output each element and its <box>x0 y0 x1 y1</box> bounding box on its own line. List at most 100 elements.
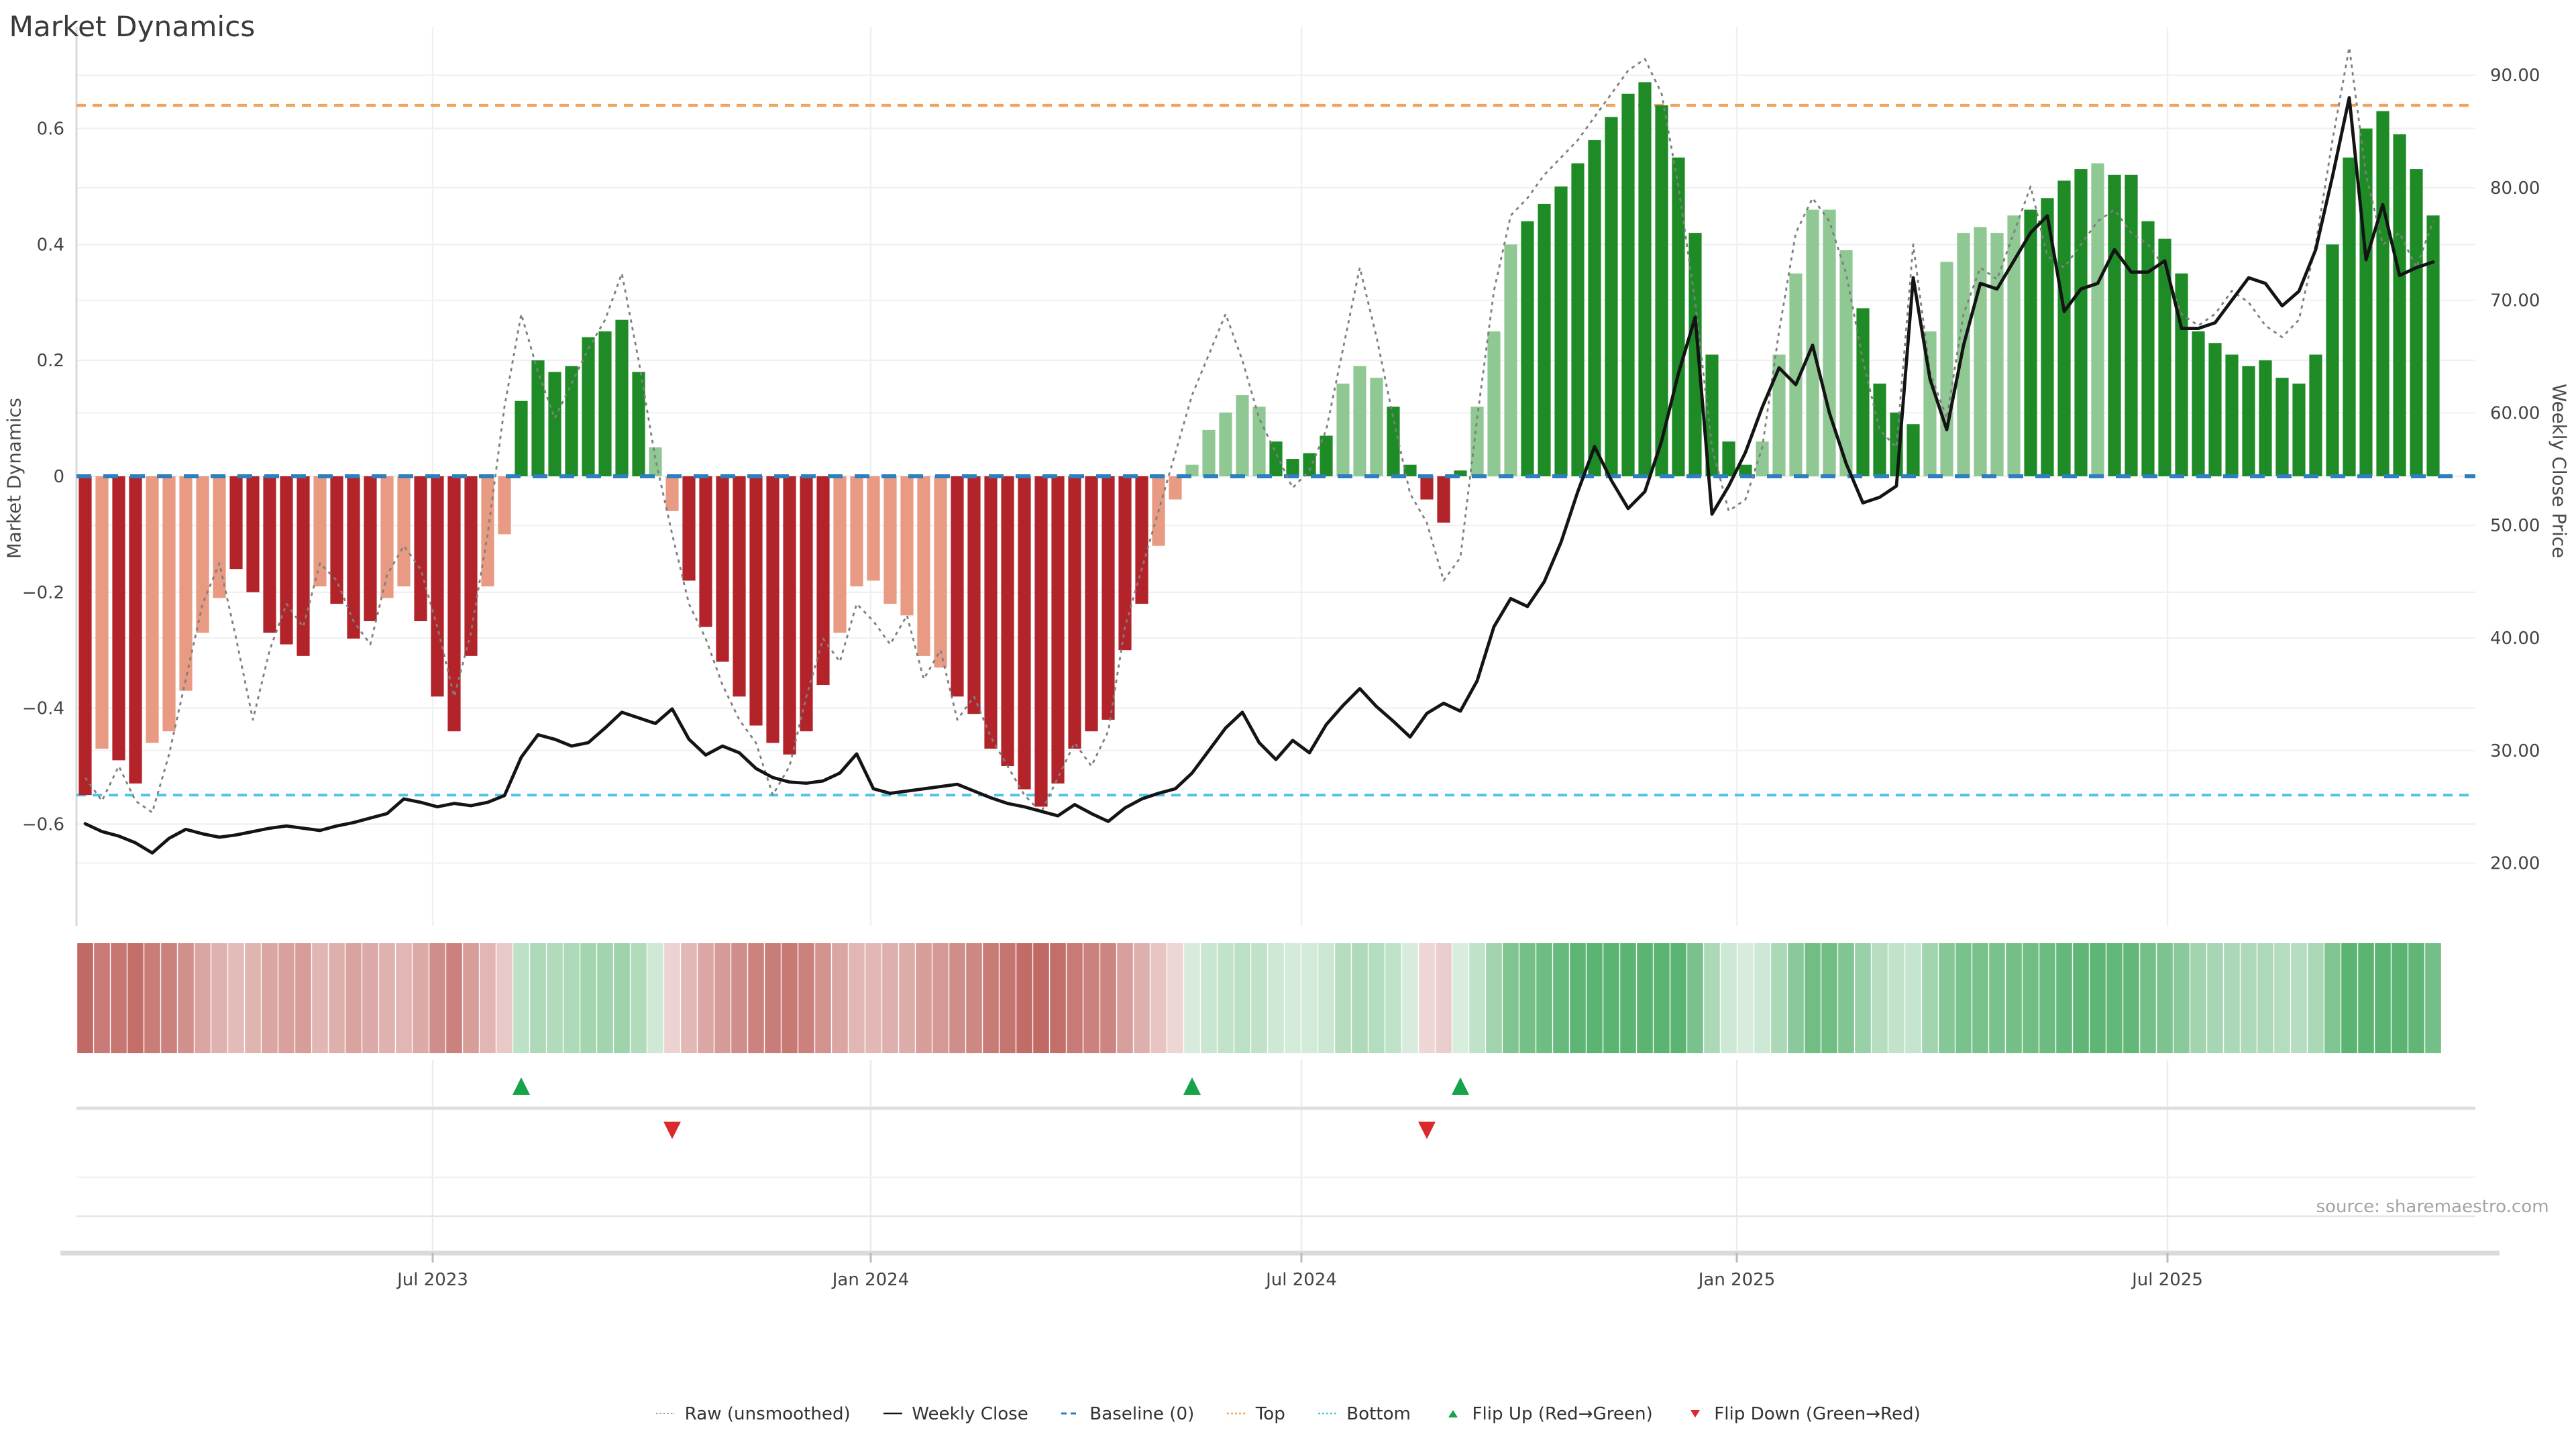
dynamics-bar <box>1085 476 1098 732</box>
heatmap-cell <box>2174 943 2190 1053</box>
dynamics-bar <box>1605 117 1618 476</box>
legend-item-label: Weekly Close <box>912 1404 1028 1425</box>
dynamics-bar <box>2376 111 2390 476</box>
heatmap-cell <box>2341 943 2357 1053</box>
flip-up-marker <box>1452 1077 1469 1095</box>
dynamics-bar <box>2057 180 2071 476</box>
heatmap-cell <box>832 943 848 1053</box>
x-axis-tick-label: Jul 2024 <box>1265 1270 1337 1290</box>
heatmap-cell <box>245 943 261 1053</box>
heatmap-cell <box>1704 943 1720 1053</box>
heatmap-cell <box>1821 943 1837 1053</box>
dynamics-bar <box>716 476 729 662</box>
dynamics-bar <box>1772 354 1786 476</box>
dynamics-bar <box>1521 221 1534 476</box>
heatmap-cell <box>2392 943 2408 1053</box>
heatmap-cell <box>1519 943 1536 1053</box>
dynamics-bar <box>129 476 142 784</box>
heatmap-cell <box>1201 943 1217 1053</box>
dynamics-bar <box>2192 331 2205 476</box>
heatmap-cell <box>882 943 898 1053</box>
dynamics-bar <box>2074 169 2088 476</box>
heatmap-cell <box>664 943 680 1053</box>
heatmap-cell <box>1603 943 1619 1053</box>
dynamics-bar <box>1705 354 1719 476</box>
dynamics-bar <box>2225 354 2239 476</box>
dynamics-bar <box>179 476 193 691</box>
heatmap-cell <box>127 943 144 1053</box>
heatmap-cell <box>2291 943 2307 1053</box>
dynamics-bar <box>615 319 629 476</box>
heatmap-cell <box>647 943 663 1053</box>
right-axis-tick: 50.00 <box>2490 516 2540 536</box>
dynamics-bar <box>2041 198 2054 476</box>
heatmap-cell <box>2073 943 2089 1053</box>
dynamics-bar <box>749 476 763 726</box>
dynamics-bar <box>515 400 528 476</box>
heatmap-cell <box>446 943 462 1053</box>
heatmap-cell <box>765 943 781 1053</box>
dynamics-bar <box>1185 464 1199 476</box>
dynamics-bar <box>632 372 645 476</box>
heatmap-cell <box>631 943 647 1053</box>
dynamics-bar <box>1873 383 1886 476</box>
left-axis-tick: 0 <box>53 467 64 487</box>
heatmap-cell <box>1805 943 1821 1053</box>
heatmap-cell <box>1939 943 1955 1053</box>
heatmap-cell <box>1888 943 1904 1053</box>
dynamics-bar <box>850 476 863 587</box>
heatmap-cell <box>178 943 194 1053</box>
dynamics-bar <box>951 476 964 697</box>
dynamics-bar <box>934 476 947 668</box>
right-axis-tick: 70.00 <box>2490 291 2540 311</box>
heatmap-cell <box>865 943 881 1053</box>
weekly-close-line <box>83 96 2435 855</box>
dynamics-bar <box>1940 262 1953 476</box>
dynamics-bar <box>1286 459 1299 476</box>
heatmap-cell <box>1234 943 1250 1053</box>
dynamics-bar <box>246 476 260 592</box>
heatmap-cell <box>1637 943 1653 1053</box>
heatmap-cell <box>228 943 244 1053</box>
heatmap-cell <box>2207 943 2223 1053</box>
right-axis-tick: 60.00 <box>2490 403 2540 423</box>
dynamics-bar <box>2125 174 2138 476</box>
right-axis-tick: 90.00 <box>2490 66 2540 86</box>
heatmap-cell <box>1268 943 1284 1053</box>
heatmap-cell <box>731 943 747 1053</box>
dynamics-bar <box>800 476 813 732</box>
dynamics-bar <box>1655 105 1668 477</box>
heatmap-cell <box>262 943 278 1053</box>
dynamics-bar <box>1403 464 1417 476</box>
page-title: Market Dynamics <box>9 10 256 44</box>
heatmap-cell <box>1855 943 1871 1053</box>
dynamics-bar <box>783 476 796 755</box>
dynamics-bar <box>196 476 209 633</box>
dynamics-bar <box>1102 476 1115 720</box>
dynamics-bar <box>498 476 511 535</box>
heatmap-cell <box>698 943 714 1053</box>
heatmap-cell <box>2308 943 2324 1053</box>
close-legend-icon <box>883 1412 902 1415</box>
heatmap-cell <box>1000 943 1016 1053</box>
source-attribution: source: sharemaestro.com <box>2316 1197 2549 1218</box>
flip-up-legend-icon <box>1448 1410 1458 1418</box>
heatmap-cell <box>1972 943 1988 1053</box>
heatmap-cell <box>849 943 865 1053</box>
right-axis-tick: 80.00 <box>2490 178 2540 199</box>
heatmap-cell <box>1218 943 1234 1053</box>
dynamics-bar <box>1907 424 1920 476</box>
dynamics-bar <box>2208 343 2222 476</box>
heatmap-cell <box>1771 943 1787 1053</box>
heatmap-cell <box>2241 943 2257 1053</box>
dynamics-bar <box>1823 209 1836 476</box>
heatmap-cell <box>798 943 814 1053</box>
heatmap-cell <box>1486 943 1502 1053</box>
left-axis-tick: −0.2 <box>22 583 64 603</box>
dynamics-bar <box>1018 476 1031 790</box>
dynamics-bar <box>78 476 92 796</box>
heatmap-cell <box>1301 943 1318 1053</box>
heatmap-cell <box>983 943 999 1053</box>
heatmap-cell <box>1402 943 1418 1053</box>
